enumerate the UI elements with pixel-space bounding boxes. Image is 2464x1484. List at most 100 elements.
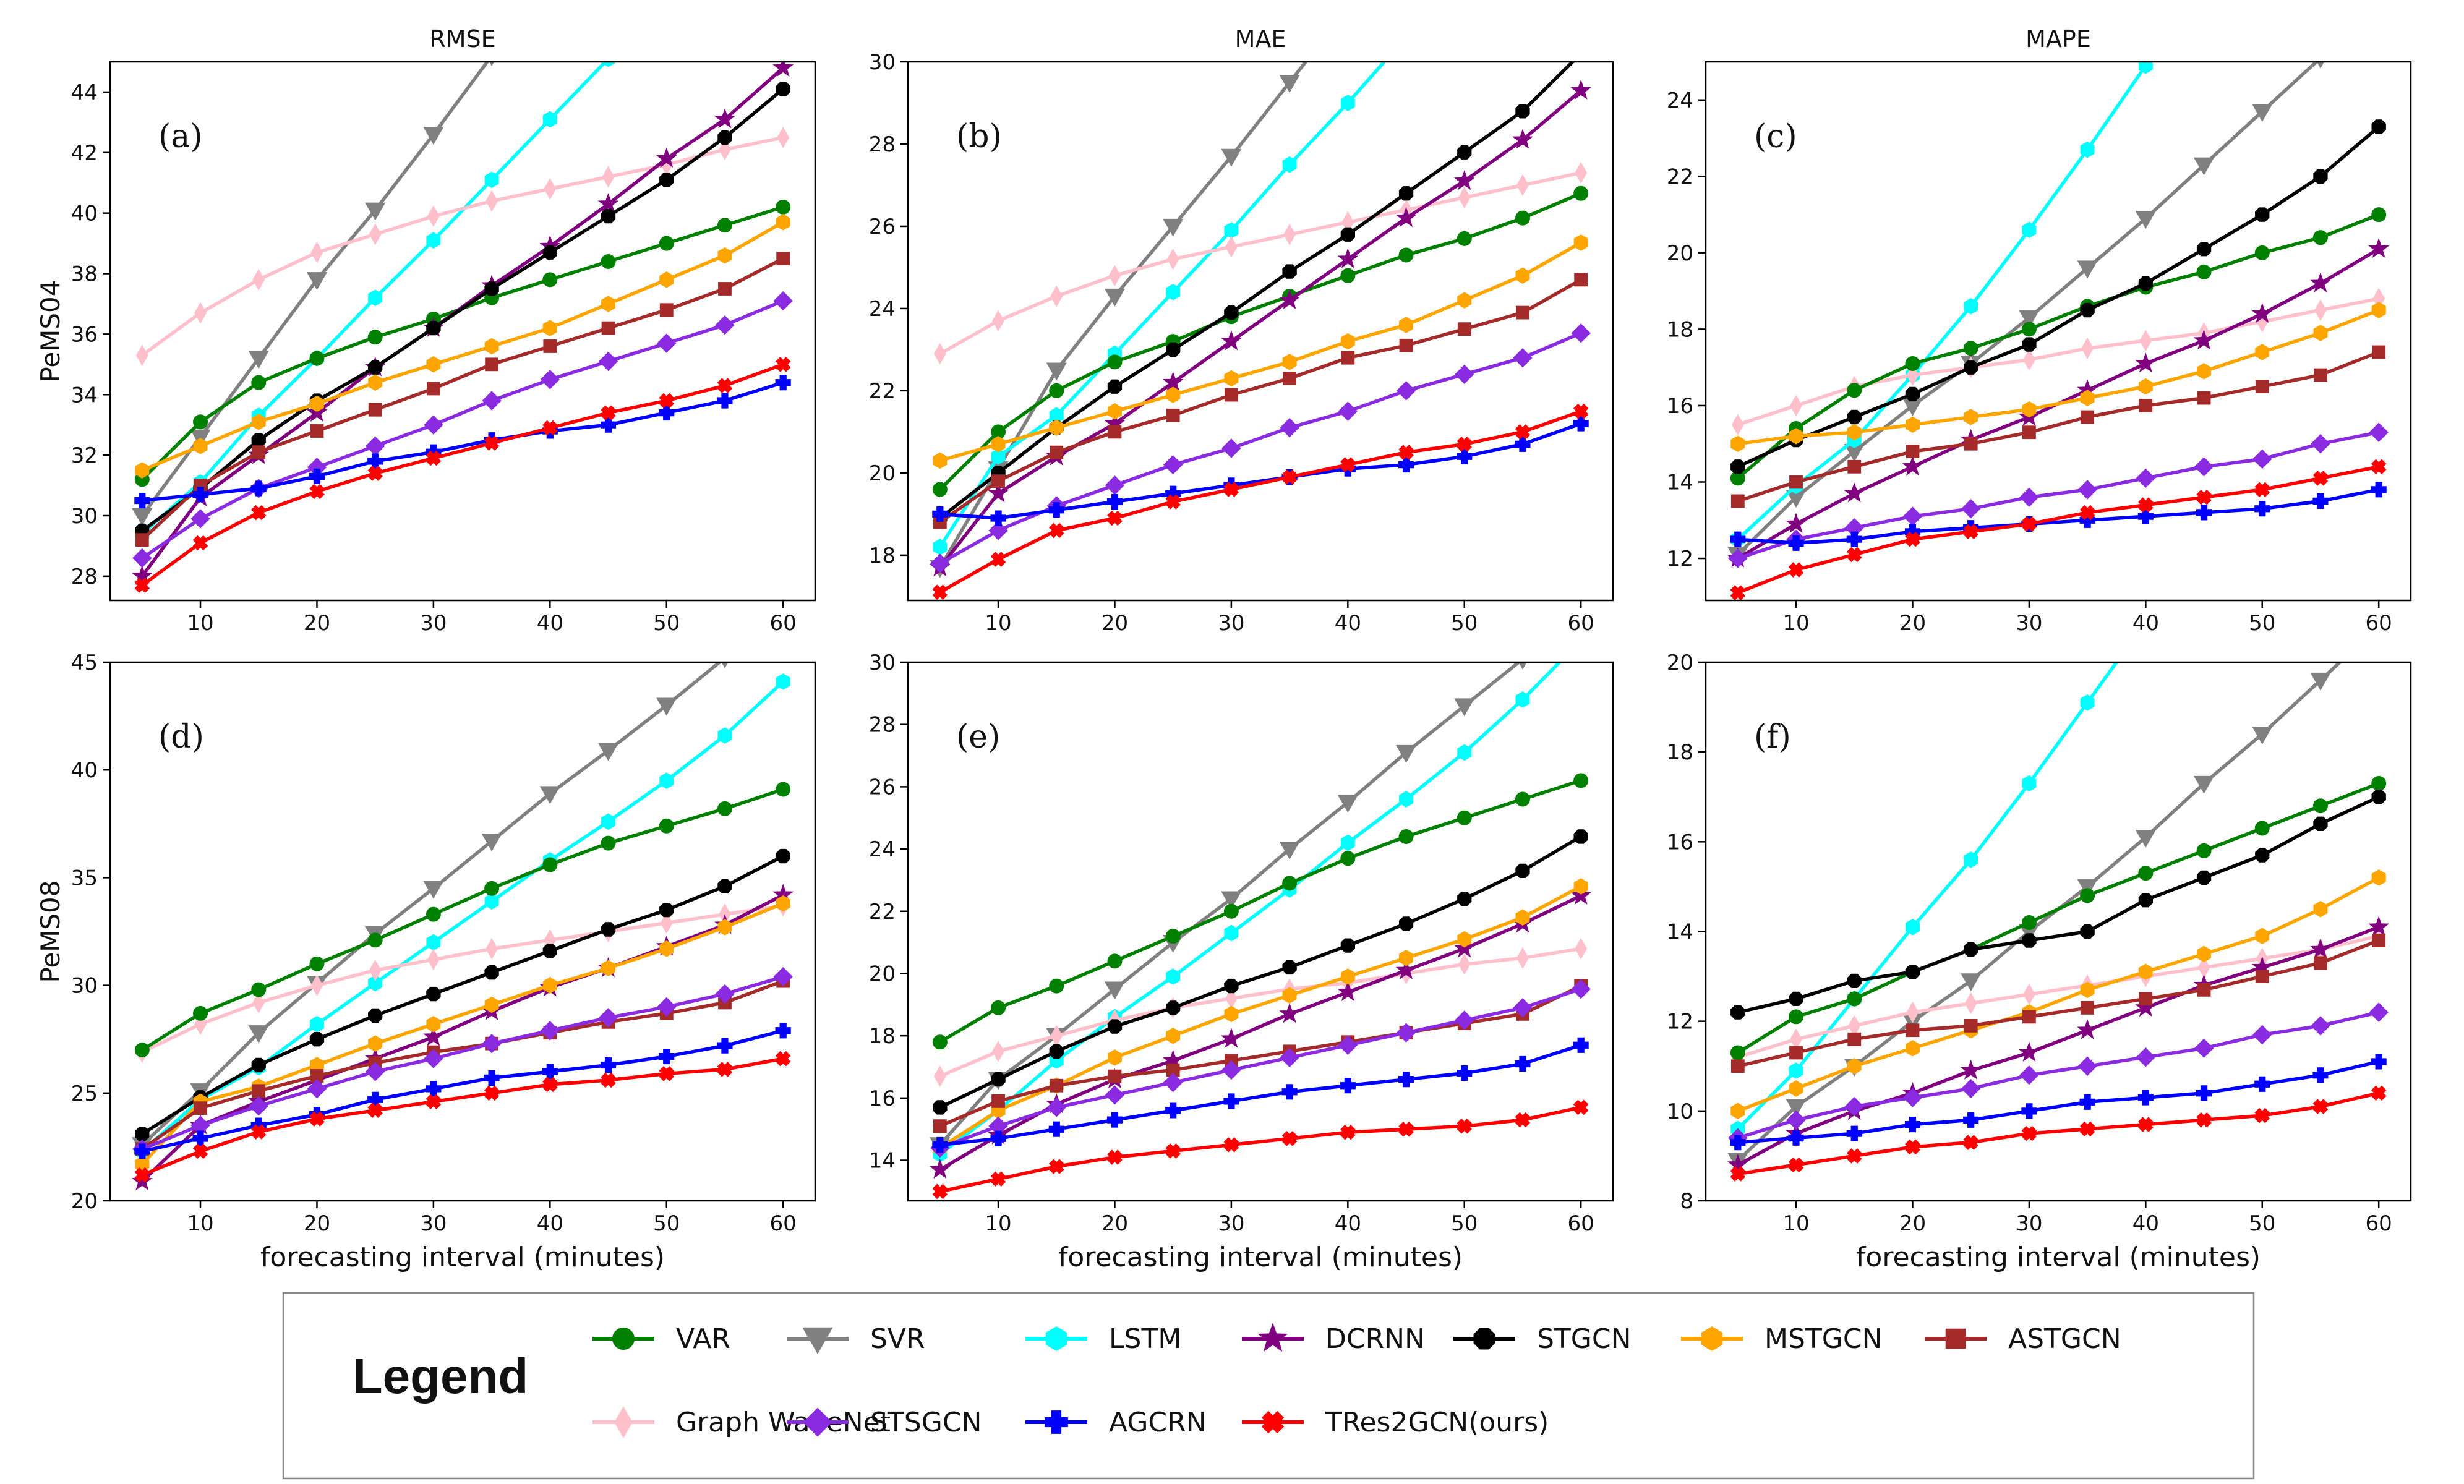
point-tres2gcn-ours-b-20 xyxy=(1107,510,1123,526)
point-stgcn-b-30 xyxy=(1224,305,1239,320)
point-stgcn-e-40 xyxy=(1340,938,1355,953)
point-tres2gcn-ours-e-40 xyxy=(1340,1124,1356,1140)
point-astgcn-c-20 xyxy=(1906,445,1920,458)
line-var-c xyxy=(1737,213,2380,480)
point-stsgcn-c-60 xyxy=(2369,422,2389,442)
line-stgcn-a xyxy=(141,87,784,532)
point-astgcn-a-60 xyxy=(776,252,790,265)
ytick-label-d-30: 30 xyxy=(71,974,98,999)
point-astgcn-f-5 xyxy=(1730,1059,1745,1073)
series-tres2gcn-ours-e xyxy=(932,1099,1589,1200)
point-agcrn-d-45 xyxy=(600,1057,617,1073)
point-graph-wavenet-e-10 xyxy=(992,1040,1004,1062)
xtick-label-d-40: 40 xyxy=(537,1211,563,1236)
point-tres2gcn-ours-d-55 xyxy=(717,1062,733,1077)
legend-frame xyxy=(282,1292,2255,1480)
xtick-label-b-20: 20 xyxy=(1102,611,1128,636)
point-lstm-e-25 xyxy=(1166,968,1181,985)
point-dcrnn-e-50 xyxy=(1453,937,1475,958)
point-stsgcn-c-20 xyxy=(1902,506,1923,526)
point-stgcn-e-25 xyxy=(1166,1000,1181,1015)
series-var-e xyxy=(932,773,1589,1050)
point-mstgcn-b-45 xyxy=(1399,317,1413,333)
point-tres2gcn-ours-c-30 xyxy=(2021,516,2037,532)
point-agcrn-d-25 xyxy=(367,1091,383,1107)
point-astgcn-a-20 xyxy=(310,424,324,438)
xtick-label-d-10: 10 xyxy=(187,1211,213,1236)
series-svr-e xyxy=(930,662,1527,1156)
point-lstm-a-45 xyxy=(601,62,615,67)
point-tres2gcn-ours-f-35 xyxy=(2079,1121,2095,1137)
point-var-b-40 xyxy=(1340,268,1356,283)
point-astgcn-b-20 xyxy=(1108,425,1122,439)
point-stgcn-e-60 xyxy=(1573,829,1588,844)
point-tres2gcn-ours-e-30 xyxy=(1223,1137,1239,1153)
point-stgcn-f-45 xyxy=(2196,870,2212,885)
point-svr-a-5 xyxy=(132,508,153,526)
point-stsgcn-b-55 xyxy=(1513,348,1533,368)
point-tres2gcn-ours-a-20 xyxy=(309,484,325,500)
point-stsgcn-b-25 xyxy=(1163,454,1183,475)
line-svr-e xyxy=(938,662,1522,1146)
point-mstgcn-a-10 xyxy=(193,438,208,454)
legend-title: Legend xyxy=(353,1349,528,1404)
point-stgcn-f-60 xyxy=(2371,790,2386,804)
point-mstgcn-c-15 xyxy=(1847,424,1862,441)
point-dcrnn-b-60 xyxy=(1570,79,1592,100)
xtick-label-a-20: 20 xyxy=(304,611,330,636)
series-stsgcn-d xyxy=(132,966,793,1159)
point-stsgcn-f-45 xyxy=(2194,1038,2214,1058)
point-stsgcn-b-40 xyxy=(1338,401,1358,421)
point-graph-wavenet-e-5 xyxy=(933,1065,946,1088)
point-stgcn-a-55 xyxy=(717,130,732,145)
point-tres2gcn-ours-e-45 xyxy=(1398,1121,1414,1137)
series-graph-wavenet-b xyxy=(933,162,1588,365)
point-graph-wavenet-d-30 xyxy=(427,949,440,971)
point-graph-wavenet-e-55 xyxy=(1516,947,1529,969)
series-astgcn-b xyxy=(933,273,1588,529)
xtick-label-f-20: 20 xyxy=(1899,1211,1926,1236)
point-astgcn-d-10 xyxy=(194,1101,207,1115)
point-dcrnn-b-30 xyxy=(1221,330,1242,351)
series-tres2gcn-ours-b xyxy=(932,403,1589,600)
point-tres2gcn-ours-b-25 xyxy=(1165,494,1181,510)
point-var-f-45 xyxy=(2196,843,2212,858)
point-mstgcn-f-45 xyxy=(2197,945,2211,963)
point-agcrn-d-5 xyxy=(134,1143,150,1159)
point-lstm-e-50 xyxy=(1457,744,1472,761)
point-graph-wavenet-f-25 xyxy=(1964,992,1977,1015)
point-dcrnn-b-50 xyxy=(1453,170,1475,190)
panel-f: 10 20 30 40 50 60 8 10 12 14 16 18 20 (f) forecasting … xyxy=(1667,650,2412,1273)
point-stgcn-e-30 xyxy=(1224,978,1239,994)
xtick-label-b-30: 30 xyxy=(1218,611,1244,636)
point-dcrnn-a-5 xyxy=(131,565,153,586)
series-stsgcn-a xyxy=(132,291,793,568)
line-lstm-f xyxy=(1736,662,2119,1130)
point-astgcn-c-50 xyxy=(2255,380,2269,393)
point-svr-d-15 xyxy=(248,1025,269,1044)
line-agcrn-f xyxy=(1737,1060,2379,1145)
point-stgcn-c-45 xyxy=(2196,242,2212,257)
point-lstm-b-35 xyxy=(1282,156,1297,173)
point-var-d-10 xyxy=(193,1005,208,1021)
point-mstgcn-c-5 xyxy=(1730,435,1745,452)
point-stsgcn-e-25 xyxy=(1163,1072,1183,1093)
point-tres2gcn-ours-a-50 xyxy=(659,393,675,409)
ytick-label-a-30: 30 xyxy=(71,504,98,529)
line-agcrn-a xyxy=(142,381,784,503)
point-graph-wavenet-a-40 xyxy=(544,178,557,200)
legend-item-dcrnn: DCRNN xyxy=(1242,1323,1425,1355)
point-agcrn-f-55 xyxy=(2312,1067,2329,1083)
point-graph-wavenet-a-5 xyxy=(135,344,148,367)
point-lstm-b-5 xyxy=(933,539,948,555)
point-var-e-5 xyxy=(932,1034,948,1050)
point-var-d-40 xyxy=(542,857,558,872)
point-stsgcn-c-40 xyxy=(2136,468,2156,488)
point-astgcn-a-45 xyxy=(601,321,615,335)
point-stgcn-d-55 xyxy=(717,879,732,893)
point-graph-wavenet-d-25 xyxy=(369,959,382,981)
row-label-pems08: PeMS08 xyxy=(35,880,66,983)
point-agcrn-f-40 xyxy=(2137,1090,2154,1106)
point-agcrn-b-55 xyxy=(1515,436,1531,452)
point-stgcn-f-20 xyxy=(1905,965,1920,979)
